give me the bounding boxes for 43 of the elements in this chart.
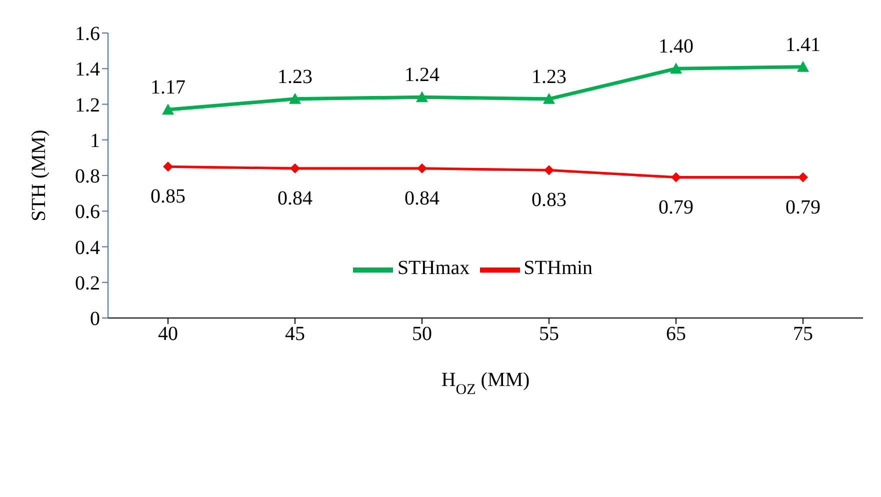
x-tick-label: 50 xyxy=(412,323,432,346)
point xyxy=(670,62,682,74)
data-label: 0.79 xyxy=(786,196,820,218)
data-label: 1.23 xyxy=(532,66,566,88)
legend-label: STHmin xyxy=(524,256,593,279)
point xyxy=(163,162,173,172)
point xyxy=(289,92,301,104)
point xyxy=(671,172,681,182)
data-label: 1.23 xyxy=(278,66,312,88)
y-tick-label: 0.2 xyxy=(75,272,100,294)
point xyxy=(797,60,809,72)
data-label: 0.83 xyxy=(532,189,566,212)
data-label: 1.40 xyxy=(658,36,694,58)
point xyxy=(162,104,174,115)
y-tick-label: 0 xyxy=(90,308,100,330)
y-tick-label: 1 xyxy=(90,130,100,152)
data-label: 0.79 xyxy=(658,196,694,218)
y-tick-label: 1.2 xyxy=(75,94,100,116)
y-axis-title: STH (MM) xyxy=(28,130,50,222)
point xyxy=(417,163,427,174)
x-tick-label: 45 xyxy=(285,323,305,346)
x-tick-label: 40 xyxy=(158,323,178,346)
y-tick-label: 1.4 xyxy=(75,58,100,81)
data-label: 0.84 xyxy=(278,187,312,210)
data-label: 0.85 xyxy=(150,186,186,208)
point xyxy=(543,92,555,104)
data-label: 0.84 xyxy=(404,187,440,210)
y-tick-label: 0.6 xyxy=(75,201,100,224)
x-axis-title: H$_{OZ}$ (MM) xyxy=(441,369,530,398)
point xyxy=(416,91,428,102)
y-tick-label: 0.8 xyxy=(75,166,100,188)
point xyxy=(798,172,808,182)
x-tick-label: 75 xyxy=(793,323,813,346)
data-label: 1.24 xyxy=(404,64,440,86)
x-tick-label: 65 xyxy=(666,323,686,346)
y-tick-label: 1.6 xyxy=(75,23,100,46)
point xyxy=(544,165,554,176)
x-tick-label: 55 xyxy=(539,323,559,346)
legend-label: STHmax xyxy=(397,256,470,279)
y-tick-label: 0.4 xyxy=(75,236,100,259)
point xyxy=(290,163,300,174)
data-label: 1.17 xyxy=(150,76,186,99)
data-label: 1.41 xyxy=(786,34,820,56)
